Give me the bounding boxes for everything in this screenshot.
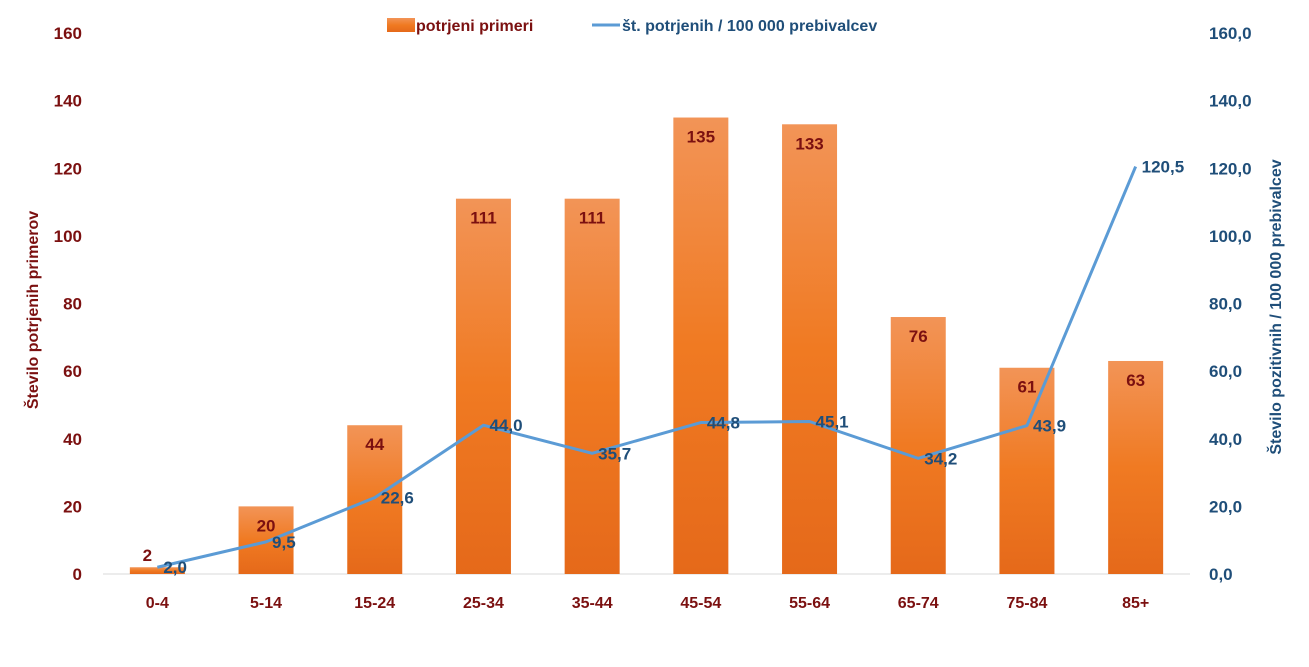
line-data-label: 45,1 <box>816 413 849 432</box>
bar <box>347 425 403 574</box>
bar-data-label: 63 <box>1126 371 1145 390</box>
bar-labels: 2 20 44 111 111 135 133 76 61 63 <box>143 128 1145 566</box>
bar <box>999 367 1055 574</box>
y-tick-label: 100 <box>54 227 82 246</box>
y2-tick-label: 60,0 <box>1209 362 1242 381</box>
bar <box>890 317 946 574</box>
x-tick-label: 65-74 <box>898 595 939 612</box>
y2-tick-label: 40,0 <box>1209 430 1242 449</box>
bar <box>129 567 185 574</box>
line-series-path <box>157 165 1138 569</box>
x-tick-label: 85+ <box>1122 595 1149 612</box>
y2-axis-title: Število pozitivnih / 100 000 prebivalcev <box>1266 159 1285 454</box>
bar-data-label: 44 <box>365 435 384 454</box>
x-axis-ticks: 0-4 5-14 15-24 25-34 35-44 45-54 55-64 65-74 75-… <box>146 595 1149 612</box>
x-tick-label: 35-44 <box>572 595 613 612</box>
line-data-label: 2,0 <box>163 558 187 577</box>
bar <box>564 198 620 574</box>
y2-tick-label: 160,0 <box>1209 24 1252 43</box>
line-data-label: 120,5 <box>1142 158 1185 177</box>
x-tick-label: 0-4 <box>146 595 169 612</box>
bar <box>1108 360 1164 574</box>
x-tick-label: 55-64 <box>789 595 830 612</box>
bar-data-label: 76 <box>909 327 928 346</box>
bar <box>782 124 838 574</box>
y2-tick-label: 20,0 <box>1209 497 1242 516</box>
line-data-label: 34,2 <box>924 449 957 468</box>
y2-tick-label: 120,0 <box>1209 159 1252 178</box>
bar-data-label: 135 <box>687 128 715 147</box>
y2-tick-label: 100,0 <box>1209 227 1252 246</box>
y-tick-label: 60 <box>63 362 82 381</box>
bars <box>129 117 1164 574</box>
x-tick-label: 75-84 <box>1006 595 1047 612</box>
line-data-label: 9,5 <box>272 533 296 552</box>
bar <box>455 198 511 574</box>
x-tick-label: 15-24 <box>354 595 395 612</box>
y-tick-label: 20 <box>63 497 82 516</box>
y-tick-label: 40 <box>63 430 82 449</box>
line-series <box>157 165 1138 569</box>
line-labels: 2,0 9,5 22,6 44,0 35,7 44,8 45,1 34,2 43,9 120,5 <box>163 158 1184 578</box>
legend-bar-swatch <box>387 18 415 32</box>
line-data-label: 44,0 <box>489 416 522 435</box>
line-data-label: 22,6 <box>381 489 414 508</box>
bar-data-label: 133 <box>795 134 823 153</box>
legend-bar-label: potrjeni primeri <box>416 18 533 35</box>
x-tick-label: 45-54 <box>680 595 721 612</box>
y-tick-label: 80 <box>63 295 82 314</box>
y2-tick-label: 80,0 <box>1209 295 1242 314</box>
x-tick-label: 5-14 <box>250 595 282 612</box>
y-tick-label: 120 <box>54 159 82 178</box>
legend-line-label: št. potrjenih / 100 000 prebivalcev <box>622 18 877 35</box>
bar-data-label: 61 <box>1017 378 1036 397</box>
line-data-label: 44,8 <box>707 414 740 433</box>
bar-data-label: 111 <box>579 209 606 228</box>
y2-axis-ticks: 0,0 20,0 40,0 60,0 80,0 100,0 120,0 140,0 160,0 <box>1209 24 1252 584</box>
y-axis-ticks: 0 20 40 60 80 100 120 140 160 <box>54 24 82 584</box>
bar-data-label: 20 <box>257 516 276 535</box>
legend: potrjeni primeri št. potrjenih / 100 000… <box>387 18 877 35</box>
y2-tick-label: 0,0 <box>1209 565 1233 584</box>
line-data-label: 35,7 <box>598 444 631 463</box>
bar <box>673 117 729 574</box>
bar-data-label: 111 <box>470 209 497 228</box>
y-axis-title: Število potrjenih primerov <box>23 211 42 409</box>
y2-tick-label: 140,0 <box>1209 92 1252 111</box>
x-tick-label: 25-34 <box>463 595 504 612</box>
bar-data-label: 2 <box>143 546 152 565</box>
y-tick-label: 140 <box>54 92 82 111</box>
line-data-label: 43,9 <box>1033 417 1066 436</box>
bar <box>238 506 294 574</box>
y-tick-label: 160 <box>54 24 82 43</box>
y-tick-label: 0 <box>73 565 82 584</box>
